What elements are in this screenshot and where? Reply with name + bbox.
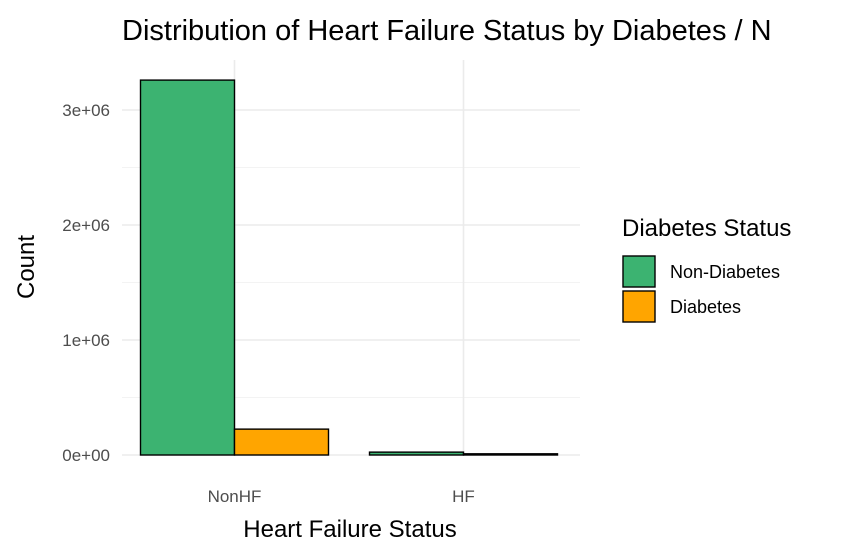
x-tick-labels: NonHF HF [208,487,475,506]
legend-key [622,290,656,323]
legend-items: Non-Diabetes Diabetes [622,255,780,323]
y-tick-label: 0e+00 [62,446,110,465]
chart-title: Distribution of Heart Failure Status by … [122,15,772,47]
x-axis-title: Heart Failure Status [243,516,456,543]
y-tick-labels: 0e+00 1e+06 2e+06 3e+06 [62,101,110,465]
legend-key [622,255,656,288]
legend-title: Diabetes Status [622,215,791,242]
legend-label: Diabetes [670,297,741,317]
legend: Diabetes Status Non-Diabetes Diabetes [622,215,791,323]
x-tick-label: NonHF [208,487,262,506]
y-tick-label: 1e+06 [62,331,110,350]
y-axis-title: Count [13,235,40,299]
x-tick-label: HF [452,487,475,506]
bars [139,79,559,456]
y-tick-label: 2e+06 [62,216,110,235]
legend-label: Non-Diabetes [670,262,780,282]
bar-nonhf-diabetes [233,428,330,456]
bar-hf-diabetes [462,453,559,456]
bar-hf-non-diabetes [368,451,465,456]
y-tick-label: 3e+06 [62,101,110,120]
bar-nonhf-non-diabetes [139,79,236,456]
